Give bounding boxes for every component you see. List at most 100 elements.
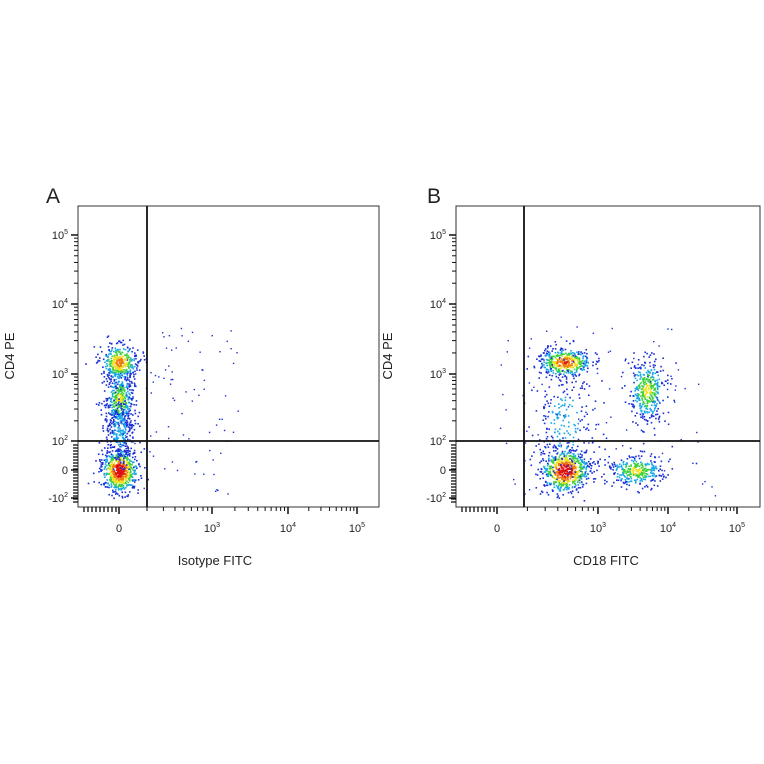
event-dot xyxy=(547,371,550,373)
event-dot xyxy=(566,357,569,359)
event-dot xyxy=(583,426,585,429)
event-dot xyxy=(582,483,585,486)
event-dot xyxy=(106,363,108,365)
event-dot xyxy=(625,466,627,468)
event-dot xyxy=(554,361,557,363)
event-dot xyxy=(591,472,593,474)
event-dot xyxy=(569,471,572,473)
event-dot xyxy=(577,461,579,463)
event-dot xyxy=(574,471,577,473)
event-dot xyxy=(562,391,565,394)
event-dot xyxy=(582,368,584,370)
event-dot xyxy=(571,405,573,408)
event-dot xyxy=(125,421,127,424)
event-dot xyxy=(113,420,115,423)
event-dot xyxy=(87,482,90,485)
event-dot xyxy=(546,491,548,494)
event-dot xyxy=(567,481,569,483)
event-dot xyxy=(545,354,548,356)
event-dot xyxy=(110,458,113,461)
event-dot xyxy=(568,421,570,424)
event-dot xyxy=(126,414,128,416)
event-dot xyxy=(120,411,123,414)
event-dot xyxy=(125,473,127,476)
event-dot xyxy=(667,328,669,330)
event-dot xyxy=(104,476,106,478)
event-dot xyxy=(121,397,124,400)
event-dot xyxy=(119,384,121,386)
event-dot xyxy=(110,378,113,380)
event-dot xyxy=(110,443,112,446)
event-dot xyxy=(564,399,567,402)
event-dot xyxy=(129,348,131,350)
event-dot xyxy=(134,409,136,412)
event-dot xyxy=(118,413,120,416)
event-dot xyxy=(100,373,103,375)
event-dot xyxy=(127,365,129,367)
event-dot xyxy=(101,463,104,466)
event-dot xyxy=(568,352,570,355)
event-dot xyxy=(122,436,125,439)
event-dot xyxy=(562,473,565,475)
event-dot xyxy=(126,436,128,438)
event-dot xyxy=(639,374,642,377)
event-dot xyxy=(644,351,646,354)
event-dot xyxy=(575,478,578,480)
event-dot xyxy=(211,335,213,337)
event-dot xyxy=(150,372,152,374)
event-dot xyxy=(551,364,554,366)
event-dot xyxy=(567,472,569,474)
event-dot xyxy=(112,392,115,394)
event-dot xyxy=(632,421,634,423)
event-dot xyxy=(549,471,552,474)
event-dot xyxy=(662,412,665,415)
event-dot xyxy=(116,415,118,418)
event-dot xyxy=(118,485,121,487)
event-dot xyxy=(131,426,133,428)
event-dot xyxy=(641,471,643,474)
event-dot xyxy=(110,419,112,422)
event-dot xyxy=(526,430,528,432)
event-dot xyxy=(610,468,612,470)
event-dot xyxy=(557,474,560,477)
event-dot xyxy=(546,352,549,355)
event-dot xyxy=(573,368,576,371)
event-dot xyxy=(113,470,116,472)
event-dot xyxy=(125,482,127,485)
event-dot xyxy=(568,425,570,428)
event-dot xyxy=(100,483,102,486)
event-dot xyxy=(549,360,551,363)
event-dot xyxy=(531,434,534,437)
event-dot xyxy=(116,430,119,432)
event-dot xyxy=(660,365,662,368)
event-dot xyxy=(121,361,123,363)
event-dot xyxy=(126,449,129,452)
event-dot xyxy=(565,378,568,380)
event-dot xyxy=(112,475,114,478)
event-dot xyxy=(224,395,227,397)
event-dot xyxy=(129,479,131,482)
event-dot xyxy=(675,385,677,387)
event-dot xyxy=(581,456,583,458)
event-dot xyxy=(126,454,129,456)
event-dot xyxy=(588,466,590,468)
event-dot xyxy=(560,424,563,427)
event-dot xyxy=(639,413,642,416)
event-dot xyxy=(109,368,111,370)
event-dot xyxy=(597,462,599,465)
event-dot xyxy=(134,384,136,386)
event-dot xyxy=(651,394,653,397)
event-dot xyxy=(563,363,565,366)
event-dot xyxy=(549,345,552,347)
event-dot xyxy=(104,481,107,484)
event-dot xyxy=(583,451,586,454)
event-dot xyxy=(653,368,656,371)
event-dot xyxy=(556,417,559,420)
event-dot xyxy=(576,411,578,414)
event-dot xyxy=(119,443,122,445)
event-dot xyxy=(115,410,118,412)
event-dot xyxy=(114,394,117,397)
event-dot xyxy=(120,387,123,390)
event-dot xyxy=(115,493,117,495)
event-dot xyxy=(557,495,559,497)
